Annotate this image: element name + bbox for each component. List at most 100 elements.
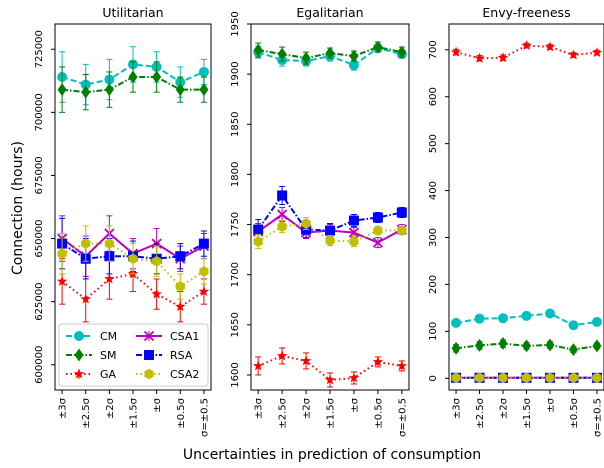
egalitarian-panel: Egalitarian 1600 1650 1700 1750 1800 1850 1900 1…: [230, 5, 410, 437]
data-point: [474, 372, 485, 384]
legend-label: RSA: [170, 349, 193, 362]
data-point: [544, 41, 556, 52]
series-rsa: [253, 185, 407, 241]
y-tick-label: 1900: [230, 61, 241, 86]
data-point: [568, 343, 578, 357]
x-tick-label: σ=±0.5: [592, 398, 603, 437]
legend-label: GA: [100, 368, 117, 381]
data-point: [498, 337, 508, 351]
data-point: [451, 372, 461, 384]
data-point: [372, 237, 384, 248]
data-point: [56, 275, 68, 286]
x-tick-label: σ=±0.5: [199, 398, 210, 437]
data-point: [253, 224, 264, 235]
data-point: [198, 286, 210, 297]
x-tick-label: ±1.5σ: [522, 397, 533, 428]
panel-title: Egalitarian: [296, 5, 363, 20]
data-point: [81, 238, 91, 249]
legend-label: CSA1: [170, 330, 199, 343]
data-point: [349, 236, 359, 247]
data-point: [198, 238, 209, 249]
series-csa2: [253, 217, 407, 250]
data-point: [397, 225, 407, 236]
legend-label: CSA2: [170, 368, 199, 381]
series-csa2: [57, 225, 209, 300]
panel-title: Utilitarian: [102, 5, 163, 20]
data-point: [521, 310, 532, 321]
data-point: [276, 209, 288, 220]
data-point: [451, 341, 461, 355]
y-axis-label: Connection (hours): [10, 141, 26, 275]
x-tick-label: ±2σ: [302, 397, 313, 419]
data-point: [301, 51, 311, 65]
data-point: [568, 320, 579, 331]
data-point: [300, 355, 312, 366]
y-tick-label: 100: [428, 322, 439, 341]
data-point: [198, 66, 209, 77]
utilitarian-panel: Utilitarian 600000 625000 650000 675000 70000…: [34, 5, 212, 437]
y-tick-label: 200: [428, 275, 439, 294]
data-point: [397, 45, 407, 59]
legend-box: [58, 323, 209, 387]
series-ga: [252, 347, 408, 388]
data-point: [199, 266, 209, 277]
x-tick-label: ±2.5σ: [278, 397, 289, 428]
series-csa2: [451, 372, 602, 384]
y-tick-label: 300: [428, 228, 439, 247]
data-point: [277, 47, 287, 61]
data-point: [324, 374, 336, 385]
y-tick-label: 625000: [34, 283, 45, 321]
data-point: [276, 350, 288, 361]
data-point: [349, 49, 359, 63]
legend-item-sm: SM: [66, 348, 116, 362]
y-tick-label: 1650: [230, 312, 241, 337]
data-point: [80, 293, 91, 304]
data-point: [372, 212, 383, 223]
y-tick-label: 1750: [230, 212, 241, 237]
data-point: [498, 372, 508, 384]
data-point: [373, 225, 383, 236]
y-tick-label: 600000: [34, 346, 45, 384]
y-tick-label: 725000: [34, 30, 45, 68]
data-point: [277, 190, 288, 201]
y-tick-label: 1800: [230, 162, 241, 187]
x-tick-label: σ=±0.5: [397, 398, 408, 437]
x-tick-label: ±0.5σ: [176, 397, 187, 428]
data-point: [175, 83, 185, 97]
y-tick-label: 650000: [34, 219, 45, 257]
x-tick-label: ±σ: [152, 397, 163, 412]
plot-area: [450, 40, 603, 384]
envy-freeness-panel: Envy-freeness 0 100 200 300 400 500 600 700 ±3σ ±2…: [428, 5, 604, 437]
legend-marker: [143, 330, 155, 342]
data-point: [396, 207, 407, 218]
data-point: [301, 218, 311, 229]
data-point: [199, 83, 209, 97]
x-tick-label: ±2σ: [105, 397, 116, 419]
data-point: [568, 49, 579, 60]
x-tick-label: ±2.5σ: [81, 397, 92, 428]
data-point: [544, 308, 555, 319]
data-point: [545, 338, 555, 352]
panel-title: Envy-freeness: [482, 5, 570, 20]
data-point: [591, 47, 603, 58]
legend-item-csa1: CSA1: [136, 330, 199, 343]
legend-marker: [74, 331, 84, 341]
data-point: [152, 70, 162, 84]
legend-item-ga: GA: [66, 368, 117, 381]
data-point: [497, 52, 509, 63]
data-point: [373, 40, 383, 54]
series-sm: [57, 61, 209, 113]
data-point: [104, 273, 115, 284]
data-point: [451, 317, 462, 328]
data-point: [348, 372, 360, 383]
x-tick-label: ±3σ: [58, 397, 69, 419]
x-tick-label: ±3σ: [254, 397, 265, 419]
data-point: [592, 372, 602, 384]
series-ga: [450, 40, 603, 63]
data-point: [152, 255, 162, 267]
plot-area: [56, 46, 210, 323]
data-point: [325, 225, 335, 236]
y-tick-label: 1600: [230, 362, 241, 387]
data-point: [475, 338, 485, 352]
